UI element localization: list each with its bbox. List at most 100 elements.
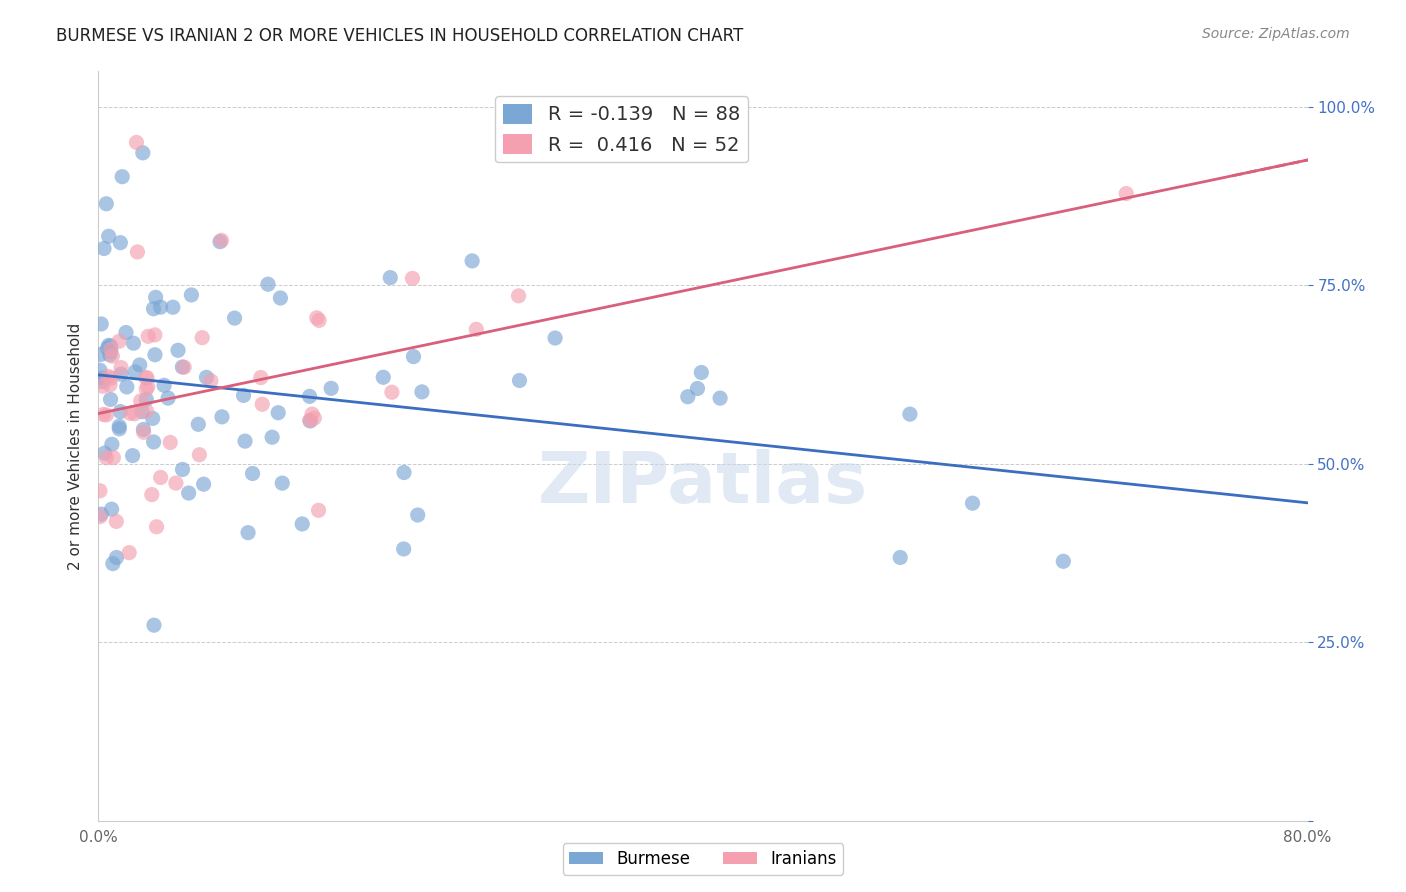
Point xyxy=(269,291,291,305)
Point xyxy=(108,419,131,434)
Point xyxy=(110,235,132,250)
Point xyxy=(250,397,273,411)
Point xyxy=(142,434,165,449)
Point xyxy=(135,382,157,396)
Point xyxy=(898,407,921,421)
Point xyxy=(299,414,322,428)
Point xyxy=(100,371,122,385)
Point xyxy=(120,406,142,420)
Point xyxy=(121,449,143,463)
Point xyxy=(402,350,425,364)
Point xyxy=(110,368,132,382)
Point xyxy=(96,450,118,465)
Point xyxy=(200,374,222,388)
Point xyxy=(962,496,984,510)
Point xyxy=(271,476,294,491)
Point xyxy=(132,145,155,160)
Point xyxy=(100,344,122,359)
Point xyxy=(100,502,122,516)
Point xyxy=(157,391,180,405)
Point xyxy=(180,288,202,302)
Point xyxy=(149,470,172,484)
Point xyxy=(136,379,159,393)
Point xyxy=(262,430,284,444)
Point xyxy=(115,326,138,340)
Point xyxy=(135,404,157,418)
Point xyxy=(108,422,131,436)
Point xyxy=(889,550,911,565)
Point xyxy=(129,393,152,408)
Point xyxy=(373,370,395,384)
Point xyxy=(105,550,128,565)
Point xyxy=(100,339,122,353)
Point xyxy=(128,358,150,372)
Point xyxy=(304,411,326,425)
Point xyxy=(100,343,122,357)
Point xyxy=(401,271,423,285)
Point xyxy=(105,515,128,529)
Point xyxy=(298,413,321,427)
Point xyxy=(308,313,330,327)
Point xyxy=(125,136,148,150)
Point xyxy=(136,370,159,384)
Point xyxy=(208,235,231,249)
Point xyxy=(193,477,215,491)
Point xyxy=(98,377,121,392)
Point xyxy=(91,375,114,389)
Point xyxy=(686,382,709,396)
Point xyxy=(173,360,195,375)
Point xyxy=(118,546,141,560)
Point xyxy=(676,390,699,404)
Point xyxy=(308,503,330,517)
Point xyxy=(508,289,530,303)
Point xyxy=(115,380,138,394)
Y-axis label: 2 or more Vehicles in Household: 2 or more Vehicles in Household xyxy=(67,322,83,570)
Point xyxy=(406,508,429,522)
Point xyxy=(98,348,121,362)
Point xyxy=(97,338,120,352)
Point xyxy=(91,379,114,393)
Point xyxy=(159,435,181,450)
Point xyxy=(103,450,125,465)
Point xyxy=(132,422,155,436)
Point xyxy=(100,392,122,407)
Point xyxy=(131,405,153,419)
Point xyxy=(191,331,214,345)
Point xyxy=(242,467,264,481)
Point xyxy=(132,425,155,440)
Point xyxy=(96,408,118,422)
Point xyxy=(89,483,111,498)
Text: BURMESE VS IRANIAN 2 OR MORE VEHICLES IN HOUSEHOLD CORRELATION CHART: BURMESE VS IRANIAN 2 OR MORE VEHICLES IN… xyxy=(56,27,744,45)
Point xyxy=(145,290,167,304)
Point xyxy=(90,347,112,361)
Point xyxy=(233,434,256,449)
Point xyxy=(209,233,232,247)
Point xyxy=(188,448,211,462)
Point xyxy=(224,311,246,326)
Point xyxy=(1052,554,1074,568)
Point xyxy=(301,407,323,421)
Point xyxy=(267,406,290,420)
Point xyxy=(153,378,176,392)
Point xyxy=(381,385,404,400)
Point xyxy=(411,384,433,399)
Point xyxy=(392,466,415,480)
Point xyxy=(709,391,731,405)
Point xyxy=(127,244,149,259)
Point xyxy=(461,253,484,268)
Point xyxy=(167,343,190,358)
Point xyxy=(143,618,166,632)
Point xyxy=(145,520,167,534)
Point xyxy=(96,342,118,356)
Point xyxy=(162,300,184,314)
Point xyxy=(291,516,314,531)
Point xyxy=(305,310,328,325)
Point xyxy=(142,411,165,425)
Point xyxy=(149,300,172,314)
Point xyxy=(93,446,115,460)
Legend: Burmese, Iranians: Burmese, Iranians xyxy=(562,844,844,875)
Point xyxy=(172,359,194,374)
Point xyxy=(195,370,218,384)
Legend: R = -0.139   N = 88, R =  0.416   N = 52: R = -0.139 N = 88, R = 0.416 N = 52 xyxy=(495,96,748,162)
Text: ZIPatlas: ZIPatlas xyxy=(538,449,868,518)
